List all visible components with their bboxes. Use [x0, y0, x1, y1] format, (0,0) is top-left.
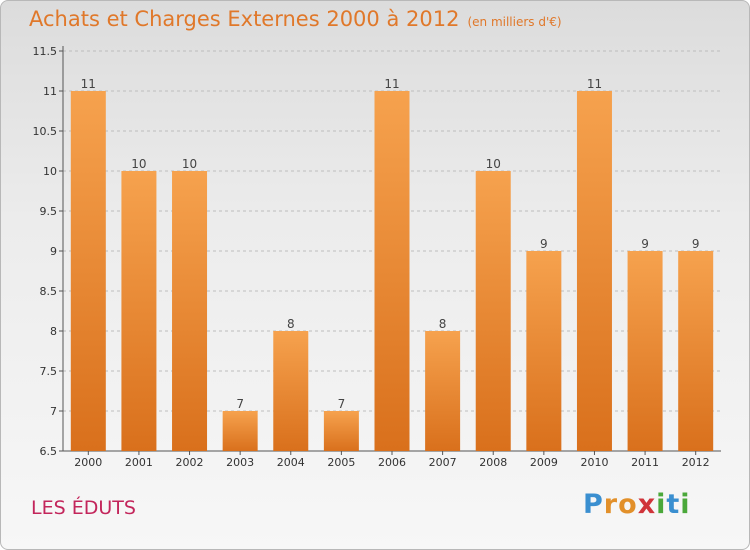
- bar: [425, 331, 461, 451]
- y-tick-label: 10.5: [33, 125, 58, 138]
- data-label: 11: [384, 77, 399, 91]
- y-tick-label: 9: [50, 245, 57, 258]
- bar: [627, 251, 663, 451]
- data-label: 10: [182, 157, 197, 171]
- data-label: 11: [587, 77, 602, 91]
- x-tick-label: 2012: [682, 456, 710, 469]
- x-tick-label: 2010: [580, 456, 608, 469]
- data-label: 9: [692, 237, 700, 251]
- y-tick-label: 11.5: [33, 45, 58, 58]
- bar: [273, 331, 309, 451]
- bar: [222, 411, 258, 451]
- y-tick-label: 9.5: [40, 205, 58, 218]
- x-tick-label: 2008: [479, 456, 507, 469]
- data-label: 7: [236, 397, 244, 411]
- chart-title-text: Achats et Charges Externes 2000 à 2012: [29, 7, 460, 31]
- logo-letter: x: [637, 489, 657, 520]
- bar: [172, 171, 208, 451]
- data-label: 10: [131, 157, 146, 171]
- data-label: 9: [540, 237, 548, 251]
- chart-subtitle: (en milliers d'€): [467, 15, 562, 29]
- bar: [70, 91, 106, 451]
- data-label: 8: [287, 317, 295, 331]
- data-label: 10: [486, 157, 501, 171]
- bar: [121, 171, 157, 451]
- proxiti-logo: Proxiti: [583, 489, 691, 520]
- y-tick-label: 8.5: [40, 285, 58, 298]
- y-tick-label: 10: [43, 165, 57, 178]
- bar: [576, 91, 612, 451]
- data-label: 8: [439, 317, 447, 331]
- bar: [374, 91, 410, 451]
- x-tick-label: 2001: [125, 456, 153, 469]
- y-tick-label: 6.5: [40, 445, 58, 458]
- x-tick-label: 2000: [74, 456, 102, 469]
- logo-letter: i: [680, 489, 691, 520]
- data-label: 9: [641, 237, 649, 251]
- bar: [526, 251, 562, 451]
- x-tick-label: 2004: [277, 456, 305, 469]
- x-tick-label: 2003: [226, 456, 254, 469]
- y-tick-label: 7: [50, 405, 57, 418]
- data-label: 7: [338, 397, 346, 411]
- x-tick-label: 2009: [530, 456, 558, 469]
- logo-letter: r: [603, 489, 619, 520]
- logo-letter: i: [656, 489, 667, 520]
- logo-letter: P: [583, 489, 604, 520]
- y-tick-label: 7.5: [40, 365, 58, 378]
- logo-letter: o: [618, 489, 638, 520]
- x-tick-label: 2002: [176, 456, 204, 469]
- x-tick-label: 2011: [631, 456, 659, 469]
- bar: [475, 171, 511, 451]
- y-tick-label: 11: [43, 85, 57, 98]
- x-tick-label: 2005: [327, 456, 355, 469]
- commune-name: LES ÉDUTS: [31, 497, 136, 519]
- bar: [323, 411, 359, 451]
- data-label: 11: [81, 77, 96, 91]
- bar: [678, 251, 714, 451]
- x-tick-label: 2006: [378, 456, 406, 469]
- chart-title: Achats et Charges Externes 2000 à 2012 (e…: [29, 7, 562, 31]
- logo-letter: t: [666, 489, 681, 520]
- x-tick-label: 2007: [429, 456, 457, 469]
- y-tick-label: 8: [50, 325, 57, 338]
